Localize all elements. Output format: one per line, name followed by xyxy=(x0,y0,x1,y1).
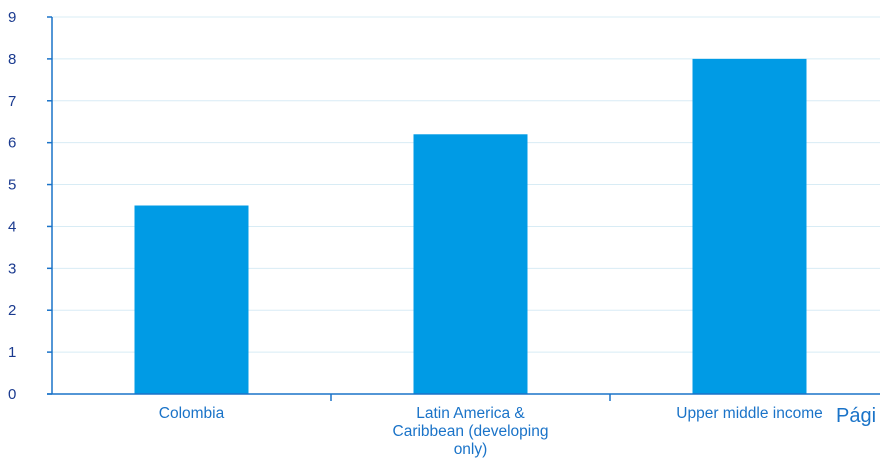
bar-0 xyxy=(134,205,249,394)
bars xyxy=(134,58,807,395)
y-tick-labels: 0 1 2 3 4 5 6 7 8 9 xyxy=(8,9,16,403)
y-tick-label-0: 0 xyxy=(8,386,16,403)
x-category-label-1: Latin America & Caribbean (developing only… xyxy=(393,405,549,458)
x-category-label-line: Caribbean (developing xyxy=(393,423,549,440)
x-category-labels: Colombia Latin America & Caribbean (develo… xyxy=(159,405,823,458)
y-tick-label-5: 5 xyxy=(8,177,16,194)
y-tick-label-3: 3 xyxy=(8,260,16,277)
bar-2 xyxy=(692,58,807,395)
y-tick-label-7: 7 xyxy=(8,93,16,110)
y-tick-label-1: 1 xyxy=(8,344,16,361)
axes xyxy=(47,16,880,401)
page-overlay-text: Pági xyxy=(836,405,876,427)
y-tick-label-4: 4 xyxy=(8,218,16,235)
bar-1 xyxy=(413,134,528,395)
x-category-label-0: Colombia xyxy=(159,405,225,422)
y-tick-label-2: 2 xyxy=(8,302,16,319)
y-tick-label-8: 8 xyxy=(8,51,16,68)
x-category-label-line: Latin America & xyxy=(416,405,525,422)
x-category-label-line: Colombia xyxy=(159,405,225,422)
y-tick-label-9: 9 xyxy=(8,9,16,26)
x-category-label-line: Upper middle income xyxy=(676,405,822,422)
x-category-label-line: only) xyxy=(454,441,488,458)
y-tick-label-6: 6 xyxy=(8,135,16,152)
x-category-label-2: Upper middle income xyxy=(676,405,822,422)
